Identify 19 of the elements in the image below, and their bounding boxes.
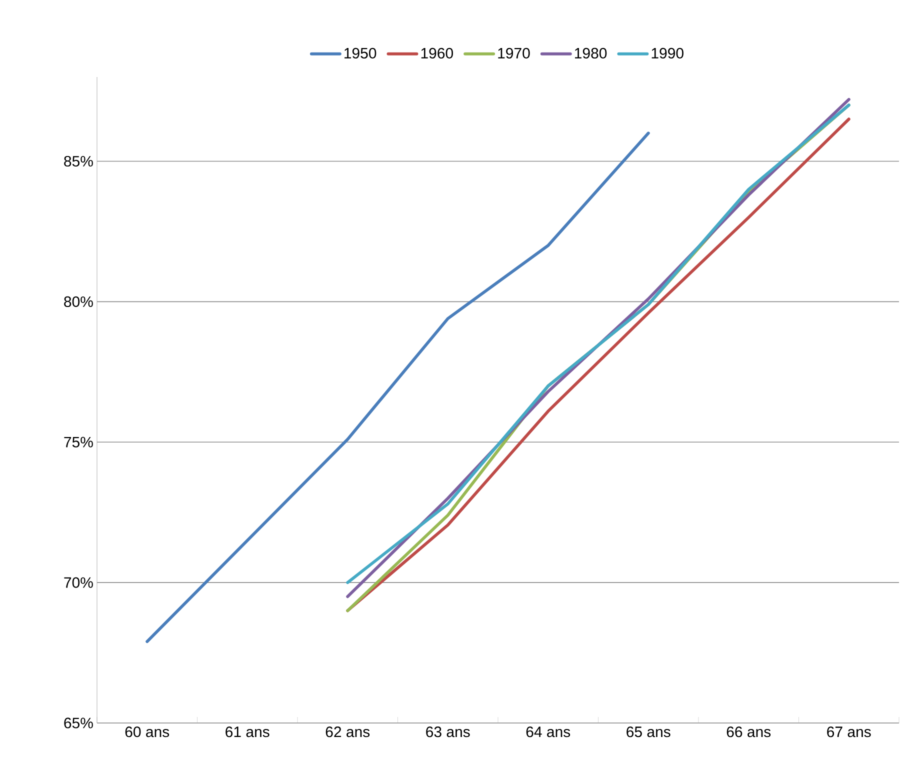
x-tick-label: 67 ans	[827, 726, 871, 738]
x-tick-label: 63 ans	[426, 726, 470, 738]
legend-label: 1960	[421, 48, 453, 59]
y-tick-label: 65%	[64, 718, 93, 728]
y-tick-label: 85%	[64, 156, 93, 167]
y-tick-label: 75%	[64, 436, 93, 448]
y-tick-label: 70%	[64, 577, 93, 588]
x-tick-label: 65 ans	[626, 726, 670, 738]
y-tick-label: 80%	[64, 296, 93, 307]
legend-label: 1990	[652, 48, 684, 59]
x-tick-label: 61 ans	[226, 726, 270, 738]
legend-label: 1950	[344, 48, 376, 59]
legend-label: 1980	[575, 48, 607, 59]
x-tick-label: 66 ans	[726, 726, 771, 738]
x-tick-label: 60 ans	[125, 726, 170, 738]
x-tick-label: 64 ans	[526, 726, 570, 738]
line-series	[146, 132, 650, 644]
legend-label: 1970	[498, 48, 530, 59]
x-tick-label: 62 ans	[326, 726, 370, 738]
